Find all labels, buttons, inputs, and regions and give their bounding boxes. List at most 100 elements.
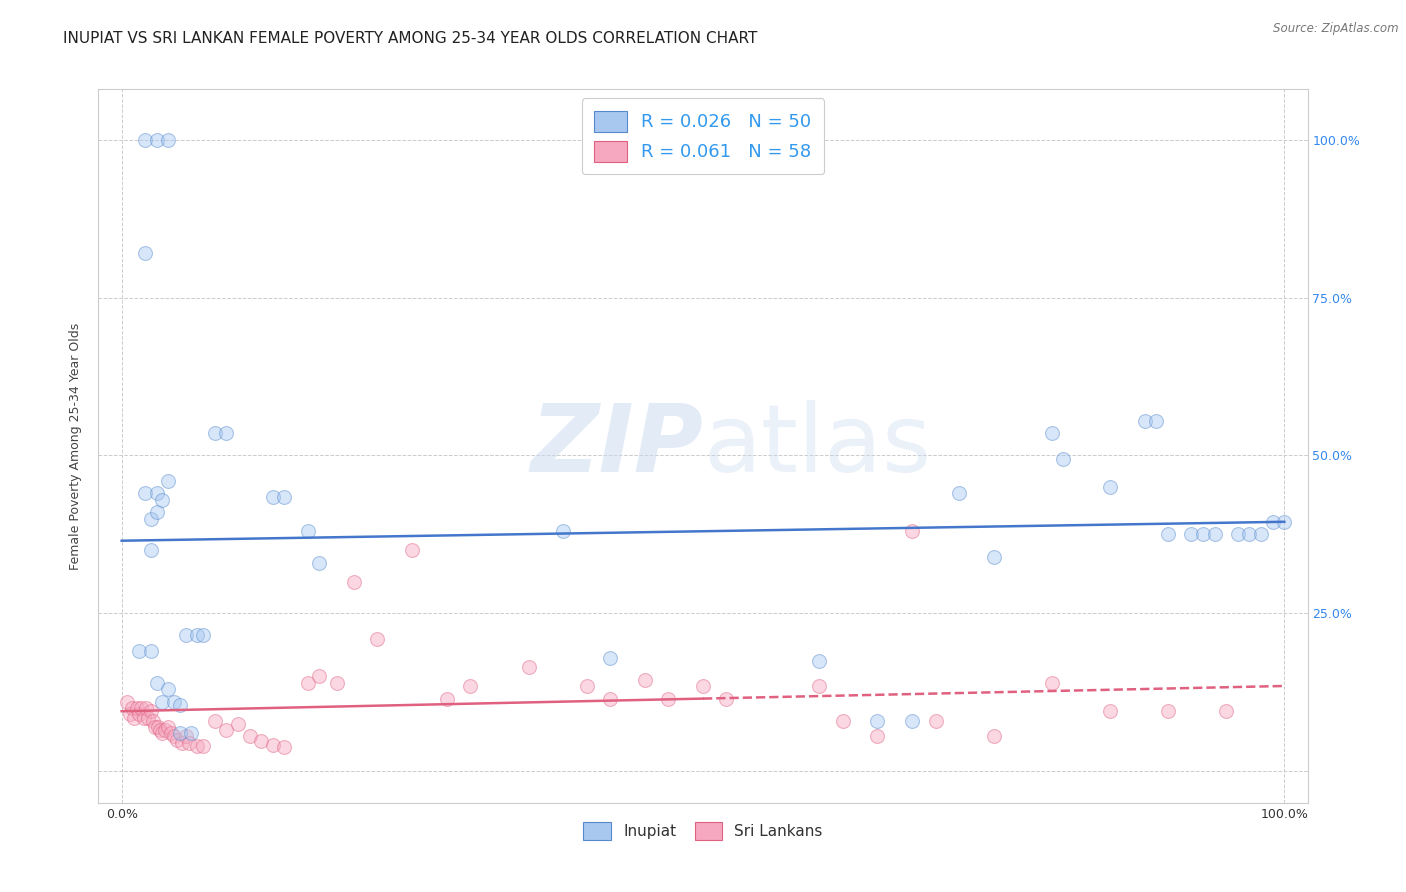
Point [1272, 515, 1295, 529]
Point [169, 698, 191, 712]
Point [553, 524, 575, 539]
Point [179, 736, 201, 750]
Point [657, 691, 679, 706]
Point [215, 723, 238, 738]
Point [159, 726, 181, 740]
Text: Source: ZipAtlas.com: Source: ZipAtlas.com [1274, 22, 1399, 36]
Point [1157, 704, 1180, 718]
Point [924, 714, 946, 728]
Point [866, 730, 889, 744]
Point [215, 426, 238, 441]
Point [139, 704, 162, 718]
Point [169, 726, 191, 740]
Point [191, 628, 214, 642]
Point [866, 714, 889, 728]
Point [901, 524, 924, 539]
Point [135, 701, 157, 715]
Point [204, 714, 226, 728]
Text: ZIP: ZIP [530, 400, 703, 492]
Point [1192, 527, 1215, 541]
Point [157, 474, 180, 488]
Point [401, 543, 423, 558]
Point [599, 691, 621, 706]
Point [134, 133, 156, 147]
Point [1133, 414, 1156, 428]
Point [134, 246, 156, 260]
Point [149, 723, 172, 738]
Point [124, 710, 146, 724]
Point [716, 691, 738, 706]
Point [297, 675, 319, 690]
Point [239, 730, 262, 744]
Point [145, 505, 167, 519]
Point [1098, 704, 1121, 718]
Point [436, 691, 458, 706]
Point [273, 740, 295, 755]
Point [146, 720, 169, 734]
Point [174, 730, 197, 744]
Point [1204, 527, 1226, 541]
Point [128, 707, 150, 722]
Point [117, 695, 139, 709]
Point [157, 133, 180, 147]
Point [599, 650, 621, 665]
Point [139, 644, 162, 658]
Point [128, 644, 150, 658]
Point [1250, 527, 1272, 541]
Point [343, 574, 366, 589]
Point [1226, 527, 1249, 541]
Point [163, 730, 186, 744]
Point [808, 654, 831, 668]
Point [517, 660, 540, 674]
Point [1157, 527, 1180, 541]
Point [204, 426, 226, 441]
Point [366, 632, 388, 646]
Legend: Inupiat, Sri Lankans: Inupiat, Sri Lankans [574, 813, 832, 848]
Y-axis label: Female Poverty Among 25-34 Year Olds: Female Poverty Among 25-34 Year Olds [69, 322, 83, 570]
Point [138, 710, 160, 724]
Point [1052, 451, 1074, 466]
Point [983, 730, 1005, 744]
Point [226, 717, 249, 731]
Point [142, 714, 165, 728]
Point [134, 486, 156, 500]
Point [1040, 426, 1063, 441]
Point [191, 739, 214, 753]
Text: atlas: atlas [703, 400, 931, 492]
Point [150, 492, 173, 507]
Point [1180, 527, 1202, 541]
Point [145, 720, 167, 734]
Point [273, 490, 295, 504]
Point [172, 736, 194, 750]
Point [174, 628, 197, 642]
Point [1239, 527, 1261, 541]
Point [948, 486, 970, 500]
Point [139, 543, 162, 558]
Point [121, 701, 143, 715]
Point [250, 734, 273, 748]
Point [1215, 704, 1237, 718]
Point [132, 710, 155, 724]
Point [308, 556, 330, 570]
Point [186, 739, 208, 753]
Point [125, 701, 148, 715]
Point [575, 679, 598, 693]
Point [145, 486, 167, 500]
Point [157, 720, 180, 734]
Point [831, 714, 853, 728]
Point [1098, 480, 1121, 494]
Point [262, 490, 284, 504]
Point [153, 723, 176, 738]
Text: INUPIAT VS SRI LANKAN FEMALE POVERTY AMONG 25-34 YEAR OLDS CORRELATION CHART: INUPIAT VS SRI LANKAN FEMALE POVERTY AMO… [63, 31, 758, 46]
Point [692, 679, 714, 693]
Point [163, 695, 186, 709]
Point [308, 669, 330, 683]
Point [1144, 414, 1167, 428]
Point [145, 133, 167, 147]
Point [145, 675, 167, 690]
Point [634, 673, 657, 687]
Point [808, 679, 831, 693]
Point [983, 549, 1005, 564]
Point [150, 695, 173, 709]
Point [150, 726, 173, 740]
